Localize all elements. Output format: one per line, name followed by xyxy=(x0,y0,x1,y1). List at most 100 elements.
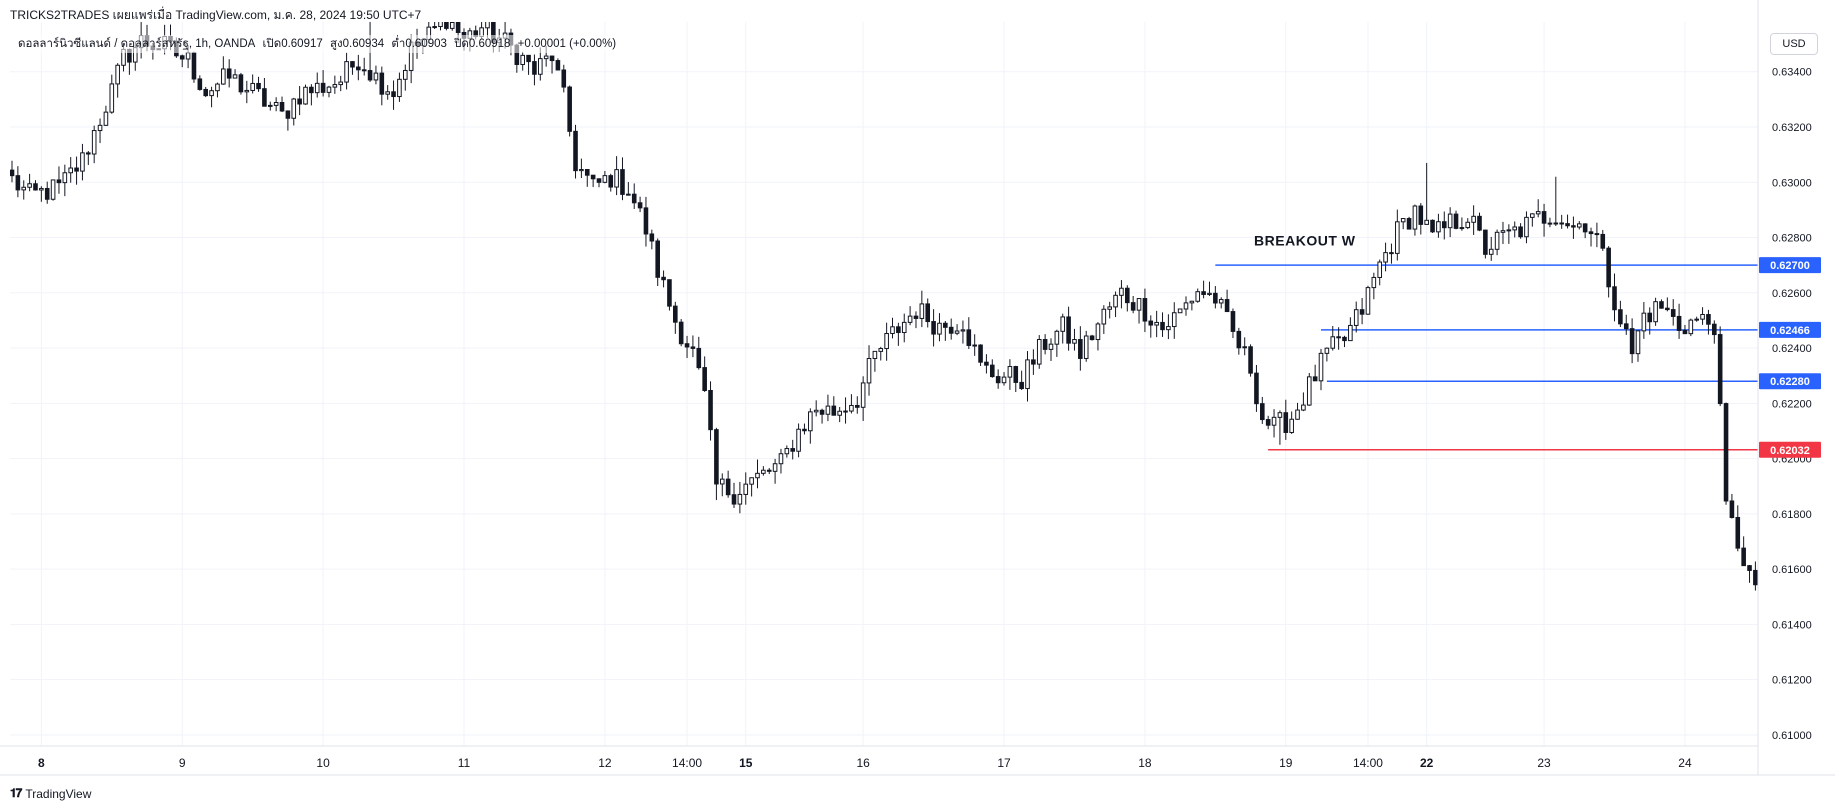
candle-body xyxy=(555,60,561,71)
candle-body xyxy=(667,279,672,307)
candle-body xyxy=(1154,321,1159,326)
candle xyxy=(1136,298,1142,324)
candle-body xyxy=(232,74,238,79)
candle xyxy=(825,394,831,422)
candle-body xyxy=(1659,301,1664,309)
candle-body xyxy=(303,86,308,105)
candle-body xyxy=(1717,334,1723,405)
time-tick-label: 15 xyxy=(739,756,753,770)
candle-body xyxy=(954,330,960,334)
candle-body xyxy=(937,322,942,335)
candle xyxy=(39,186,44,202)
candle-body xyxy=(1353,309,1359,326)
candle xyxy=(1741,536,1746,567)
candle xyxy=(209,86,214,108)
candle xyxy=(91,125,97,164)
candle xyxy=(1576,221,1582,230)
candle xyxy=(1130,295,1136,314)
candle-body xyxy=(356,66,361,71)
candle-body xyxy=(1453,213,1459,229)
candle xyxy=(843,397,848,424)
candle-body xyxy=(1095,323,1101,341)
candle xyxy=(97,118,103,144)
candle-body xyxy=(649,233,655,242)
candle-body xyxy=(191,52,197,80)
candle-body xyxy=(1254,372,1259,405)
candle xyxy=(267,101,273,111)
annotation-text[interactable]: BREAKOUT W xyxy=(1254,232,1356,248)
candle xyxy=(755,459,760,489)
candle xyxy=(1465,218,1471,230)
candle xyxy=(309,84,314,106)
candle xyxy=(103,105,109,126)
candle-body xyxy=(1148,320,1154,326)
candle-body xyxy=(796,428,801,452)
candle-body xyxy=(1072,339,1077,344)
candle-body xyxy=(291,98,297,119)
candle-body xyxy=(279,101,285,112)
candle xyxy=(1248,344,1253,377)
candle xyxy=(972,334,977,356)
candle xyxy=(984,354,989,374)
candle xyxy=(1706,309,1711,335)
candle xyxy=(925,298,931,328)
candle-body xyxy=(1635,330,1641,355)
candle xyxy=(1647,307,1653,335)
candle-body xyxy=(860,382,866,408)
candle-body xyxy=(1207,292,1212,295)
candle-body xyxy=(1336,336,1341,339)
candle xyxy=(1060,313,1066,344)
candle xyxy=(579,158,584,179)
candle xyxy=(1336,327,1341,350)
candle-body xyxy=(1530,213,1535,218)
candle xyxy=(819,408,825,424)
candle xyxy=(438,22,443,31)
candle-body xyxy=(1230,311,1236,332)
price-tick-label: 0.63000 xyxy=(1772,177,1812,189)
candle-body xyxy=(919,303,925,319)
badge-label: 0.62280 xyxy=(1770,376,1810,388)
candle-body xyxy=(1400,218,1406,223)
currency-button[interactable]: USD xyxy=(1770,33,1818,55)
price-tick-label: 0.61800 xyxy=(1772,509,1812,521)
candle-body xyxy=(543,55,549,60)
candle-body xyxy=(1119,287,1124,296)
candle xyxy=(1559,214,1564,229)
candle xyxy=(1078,326,1083,371)
candle xyxy=(191,51,197,83)
candle-body xyxy=(966,329,972,346)
candle-body xyxy=(1494,231,1500,250)
candle-body xyxy=(1430,219,1435,233)
candle xyxy=(1453,210,1459,230)
candle xyxy=(21,180,27,200)
candle xyxy=(1389,243,1394,264)
candle xyxy=(614,156,619,196)
candle xyxy=(837,406,842,423)
candle-body xyxy=(1060,316,1066,332)
candle xyxy=(743,472,749,505)
candle xyxy=(1412,204,1418,236)
candle xyxy=(74,156,79,185)
candle-body xyxy=(1130,302,1136,311)
candle-body xyxy=(784,448,790,455)
candle-body xyxy=(1218,299,1224,304)
candle-body xyxy=(1641,312,1647,332)
candle-body xyxy=(1477,215,1482,231)
candle xyxy=(68,157,74,183)
candle xyxy=(27,173,32,192)
candle-body xyxy=(1330,336,1336,349)
candle-body xyxy=(1036,339,1042,365)
candle-body xyxy=(837,410,842,416)
price-level-badge: 0.62466 xyxy=(1759,321,1821,338)
price-tick-label: 0.62600 xyxy=(1772,288,1812,300)
candle xyxy=(1436,213,1441,238)
candle-body xyxy=(86,152,91,155)
candles-layer xyxy=(10,22,1758,591)
candle xyxy=(1641,302,1647,339)
candle xyxy=(1553,176,1559,226)
tradingview-logo[interactable]: 𝟏𝟕 TradingView xyxy=(10,786,91,801)
candle-body xyxy=(854,404,860,408)
candle xyxy=(1571,216,1576,239)
candle-body xyxy=(778,453,784,465)
